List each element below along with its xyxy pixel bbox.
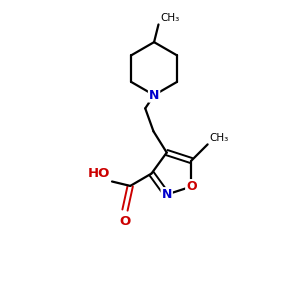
Text: O: O bbox=[186, 180, 197, 193]
Text: HO: HO bbox=[88, 167, 110, 180]
Text: CH₃: CH₃ bbox=[209, 133, 228, 143]
Text: O: O bbox=[119, 215, 130, 228]
Text: CH₃: CH₃ bbox=[160, 13, 179, 23]
Text: N: N bbox=[161, 188, 172, 201]
Text: N: N bbox=[149, 88, 159, 102]
